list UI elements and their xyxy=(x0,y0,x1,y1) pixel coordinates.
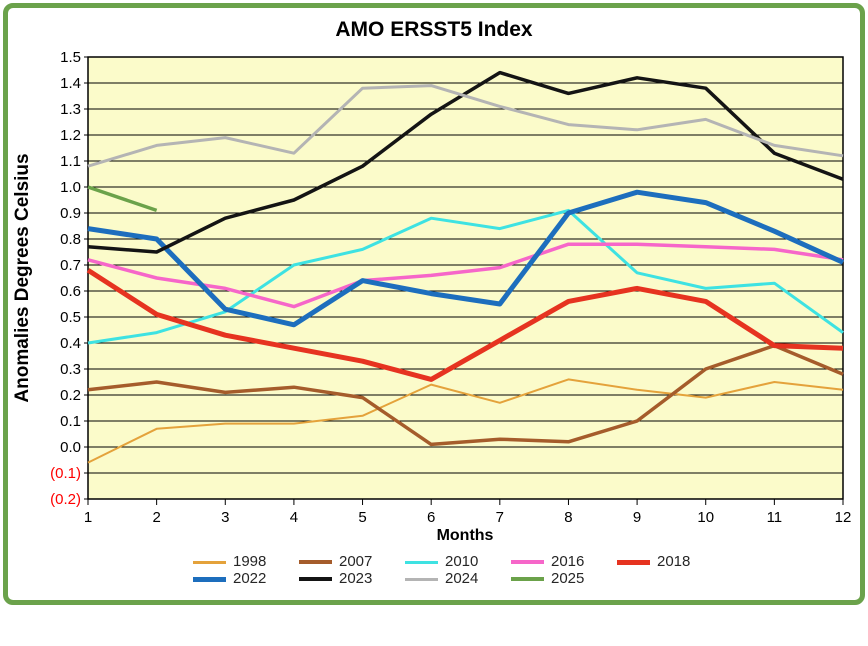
y-tick-label-0.9: 0.9 xyxy=(60,205,81,222)
series-line-1998 xyxy=(87,378,844,464)
legend-swatch-2016 xyxy=(511,560,544,564)
series-line-2022 xyxy=(87,189,845,328)
y-tick-label-0.4: 0.4 xyxy=(60,335,81,352)
plot-area-holder: 1.5 1.4 1.3 1.2 1.1 1.0 0.9 0.8 0.7 0.6 0.5 0.4 0.3 0… xyxy=(50,49,852,526)
legend-swatch-2007 xyxy=(299,560,332,564)
y-tick-label-0.0: 0.0 xyxy=(60,439,81,456)
y-tick-label-1.0: 1.0 xyxy=(60,179,81,196)
legend-item-2024: 2024 xyxy=(405,571,511,587)
legend-swatch-2025 xyxy=(511,577,544,581)
x-tick-label-8: 8 xyxy=(564,509,572,526)
legend-item-1998: 1998 xyxy=(193,554,299,570)
series-line-2025 xyxy=(87,185,158,213)
x-tick-label-12: 12 xyxy=(835,509,852,526)
legend-item-2018: 2018 xyxy=(617,554,723,570)
legend-item-2022: 2022 xyxy=(193,571,299,587)
y-tick-label-(0.1): (0.1) xyxy=(50,465,81,482)
x-tick-label-2: 2 xyxy=(152,509,160,526)
x-tick-label-10: 10 xyxy=(697,509,714,526)
y-tick-label-1.1: 1.1 xyxy=(60,153,81,170)
y-tick-label-0.3: 0.3 xyxy=(60,361,81,378)
legend-label-2022: 2022 xyxy=(233,570,267,587)
x-tick-label-9: 9 xyxy=(633,509,641,526)
legend-label-2023: 2023 xyxy=(339,570,373,587)
legend-label-2018: 2018 xyxy=(657,553,691,570)
series-line-2018 xyxy=(86,268,844,382)
legend-swatch-2024 xyxy=(405,577,438,581)
plot-area: 1.5 1.4 1.3 1.2 1.1 1.0 0.9 0.8 0.7 0.6 0.5 0.4 0.3 0… xyxy=(50,49,852,526)
y-tick-label-0.2: 0.2 xyxy=(60,387,81,404)
x-tick-label-5: 5 xyxy=(358,509,366,526)
legend-label-2025: 2025 xyxy=(551,570,585,587)
y-tick-label-0.8: 0.8 xyxy=(60,231,81,248)
legend-swatch-1998 xyxy=(193,560,226,564)
series-line-2016 xyxy=(87,242,844,309)
legend-swatch-2018 xyxy=(617,559,650,565)
legend-item-2016: 2016 xyxy=(511,554,617,570)
legend-swatch-2010 xyxy=(405,560,438,564)
legend-swatch-2022 xyxy=(193,576,226,582)
x-tick-label-4: 4 xyxy=(290,509,298,526)
legend-label-2016: 2016 xyxy=(551,553,585,570)
y-tick-label-1.4: 1.4 xyxy=(60,75,81,92)
y-tick-label-(0.2): (0.2) xyxy=(50,491,81,508)
series-line-2010 xyxy=(87,208,844,345)
plot-border xyxy=(87,56,844,500)
plot-background xyxy=(88,57,843,499)
y-tick-label-0.6: 0.6 xyxy=(60,283,81,300)
legend-label-2007: 2007 xyxy=(339,553,373,570)
chart-title: AMO ERSST5 Index xyxy=(335,18,533,41)
legend: 1998 2007 2010 2016 2018 2022 2023 2024 2025 xyxy=(193,554,723,587)
x-axis-title: Months xyxy=(436,527,494,544)
x-tick-label-7: 7 xyxy=(496,509,504,526)
y-tick-label-0.7: 0.7 xyxy=(60,257,81,274)
y-tick-label-0.5: 0.5 xyxy=(60,309,81,326)
legend-item-2007: 2007 xyxy=(299,554,405,570)
legend-label-1998: 1998 xyxy=(233,553,267,570)
y-tick-label-1.3: 1.3 xyxy=(60,101,81,118)
legend-label-2010: 2010 xyxy=(445,553,479,570)
y-tick-label-1.5: 1.5 xyxy=(60,49,81,66)
x-tick-label-3: 3 xyxy=(221,509,229,526)
legend-item-2010: 2010 xyxy=(405,554,511,570)
y-tick-label-0.1: 0.1 xyxy=(60,413,81,430)
x-tick-label-6: 6 xyxy=(427,509,435,526)
series-line-2023 xyxy=(87,70,844,254)
series-line-2007 xyxy=(87,343,844,447)
y-axis-title: Anomalies Degrees Celsius xyxy=(12,153,33,403)
legend-swatch-2023 xyxy=(299,577,332,581)
legend-item-2023: 2023 xyxy=(299,571,405,587)
series-line-2024 xyxy=(87,84,844,168)
legend-item-2025: 2025 xyxy=(511,571,617,587)
x-tick-label-11: 11 xyxy=(767,509,783,526)
x-tick-label-1: 1 xyxy=(84,509,92,526)
y-tick-label-1.2: 1.2 xyxy=(60,127,81,144)
legend-label-2024: 2024 xyxy=(445,570,479,587)
